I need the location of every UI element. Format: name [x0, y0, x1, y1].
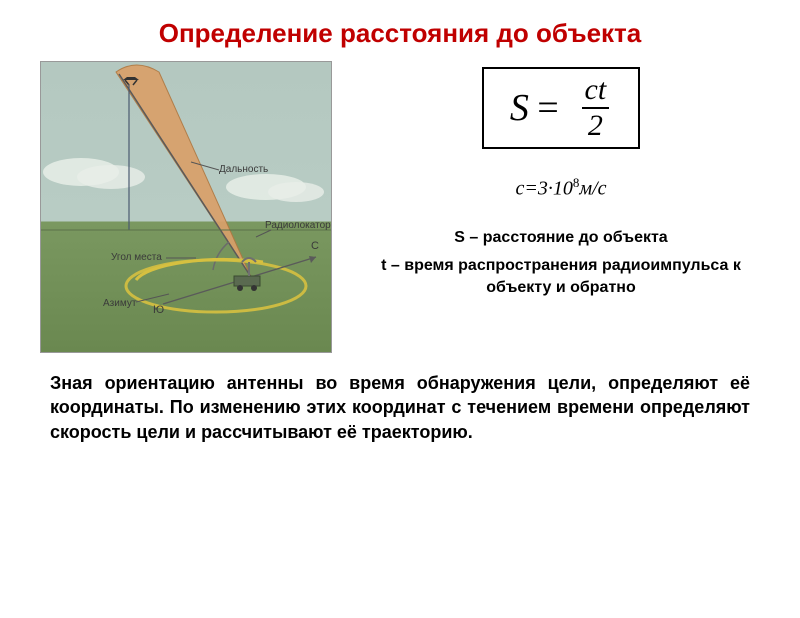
label-azimuth: Азимут: [103, 298, 136, 309]
diagram-column: Дальность Радиолокатор Угол места Азимут…: [40, 61, 332, 353]
formula-lhs: S: [510, 86, 529, 130]
speed-unit: м/с: [579, 178, 606, 200]
speed-of-light: c=3·108м/с: [515, 175, 606, 201]
label-range: Дальность: [219, 164, 268, 175]
def-s: S – расстояние до объекта: [362, 227, 760, 249]
formula-column: S = ct 2 c=3·108м/с S – расстояние до об…: [362, 61, 760, 353]
label-radar: Радиолокатор: [265, 220, 331, 231]
formula-fraction: ct 2: [579, 75, 613, 141]
label-elevation: Угол места: [111, 252, 162, 263]
label-north: С: [311, 240, 319, 252]
formula-numerator: ct: [579, 75, 613, 107]
formula-eq: =: [535, 86, 561, 130]
speed-prefix: c: [515, 178, 524, 200]
formula-denominator: 2: [582, 107, 609, 141]
radar-diagram: Дальность Радиолокатор Угол места Азимут…: [40, 61, 332, 353]
def-t: t – время распространения радиоимпульса …: [362, 255, 760, 300]
page-title: Определение расстояния до объекта: [0, 18, 800, 49]
speed-eq: =3·10: [524, 178, 573, 200]
content-row: Дальность Радиолокатор Угол места Азимут…: [0, 61, 800, 353]
definitions: S – расстояние до объекта t – время расп…: [362, 221, 760, 306]
label-south: Ю: [153, 304, 164, 316]
distance-formula: S = ct 2: [482, 67, 640, 149]
diagram-svg: [41, 62, 331, 352]
bottom-paragraph: Зная ориентацию антенны во время обнаруж…: [0, 353, 800, 444]
